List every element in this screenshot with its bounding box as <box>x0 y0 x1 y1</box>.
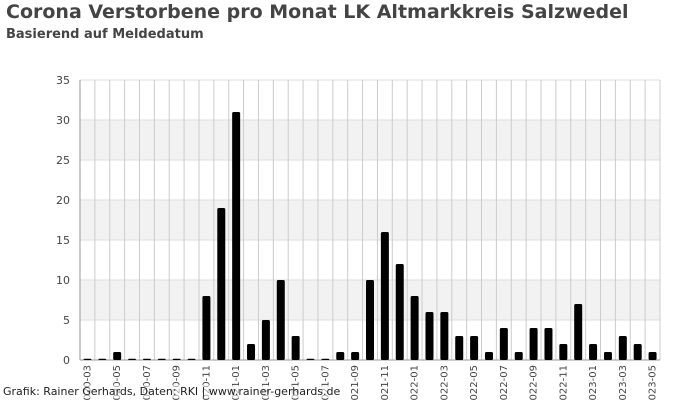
bar-2021-03 <box>261 320 270 360</box>
y-tick-label: 10 <box>56 274 70 287</box>
x-tick-label: 2021-11 <box>380 365 391 400</box>
bar-2022-10 <box>544 328 553 360</box>
x-tick-label: 2022-03 <box>439 365 450 400</box>
x-tick-label: 2021-03 <box>261 365 272 400</box>
bar-2020-04 <box>98 358 107 360</box>
bar-2022-08 <box>514 352 523 360</box>
bar-2022-11 <box>559 344 568 360</box>
x-tick-label: 2022-05 <box>469 365 480 400</box>
y-tick-label: 30 <box>56 114 70 127</box>
bar-2020-12 <box>217 208 226 360</box>
chart-subtitle: Basierend auf Meldedatum <box>6 27 204 42</box>
source-credit: Grafik: Rainer Gerhards, Daten: RKI | ww… <box>3 385 341 398</box>
bar-2021-09 <box>351 352 360 360</box>
bar-2022-01 <box>410 296 419 360</box>
x-tick-label: 2022-01 <box>410 365 421 400</box>
y-tick-label: 15 <box>56 234 70 247</box>
bar-2022-07 <box>499 328 508 360</box>
x-tick-label: 2021-09 <box>350 365 361 400</box>
bar-2023-05 <box>648 352 657 360</box>
bar-2021-05 <box>291 336 300 360</box>
bar-2020-06 <box>128 358 137 360</box>
bar-2021-04 <box>276 280 285 360</box>
x-tick-label: 2020-07 <box>142 365 153 400</box>
y-tick-label: 20 <box>56 194 70 207</box>
bar-2020-08 <box>157 358 166 360</box>
bar-2021-07 <box>321 358 330 360</box>
bar-2023-04 <box>633 344 642 360</box>
x-tick-label: 2022-11 <box>558 365 569 400</box>
x-tick-label: 2020-03 <box>82 365 93 400</box>
x-tick-label: 2022-07 <box>499 365 510 400</box>
x-tick-label: 2020-11 <box>201 365 212 400</box>
y-tick-label: 35 <box>56 74 70 87</box>
x-tick-label: 2023-03 <box>618 365 629 400</box>
bar-2020-11 <box>202 296 211 360</box>
bar-2020-07 <box>142 358 151 360</box>
bar-2021-10 <box>366 280 374 360</box>
bar-2022-03 <box>440 312 449 360</box>
bar-2023-02 <box>603 352 612 360</box>
bar-2020-05 <box>113 352 122 360</box>
x-tick-label: 2023-05 <box>648 365 659 400</box>
bar-2020-10 <box>187 358 196 360</box>
bar-2023-01 <box>589 344 598 360</box>
bar-2021-01 <box>232 112 241 360</box>
x-tick-label: 2021-07 <box>320 365 331 400</box>
chart-title: Corona Verstorbene pro Monat LK Altmarkk… <box>6 1 629 23</box>
bar-2022-12 <box>574 304 583 360</box>
grid-band <box>80 120 660 160</box>
bar-2020-03 <box>83 358 92 360</box>
bar-2021-12 <box>395 264 404 360</box>
bar-2021-02 <box>247 344 256 360</box>
y-tick-label: 0 <box>63 354 70 367</box>
bar-2021-06 <box>306 358 315 360</box>
bar-2022-04 <box>455 336 464 360</box>
bar-2022-05 <box>470 336 479 360</box>
x-tick-label: 2021-01 <box>231 365 242 400</box>
bar-2021-08 <box>336 352 345 360</box>
y-tick-label: 5 <box>63 314 70 327</box>
x-tick-label: 2021-05 <box>291 365 302 400</box>
bar-2023-03 <box>618 336 627 360</box>
x-tick-label: 2022-09 <box>529 365 540 400</box>
x-tick-label: 2023-01 <box>588 365 599 400</box>
x-tick-label: 2020-09 <box>172 365 183 400</box>
bar-2022-02 <box>425 312 434 360</box>
bar-2020-09 <box>172 358 181 360</box>
bar-2022-09 <box>529 328 538 360</box>
bar-2022-06 <box>484 352 493 360</box>
y-tick-label: 25 <box>56 154 70 167</box>
x-tick-label: 2020-05 <box>112 365 123 400</box>
grid-band <box>80 200 660 240</box>
bar-2021-11 <box>380 232 389 360</box>
